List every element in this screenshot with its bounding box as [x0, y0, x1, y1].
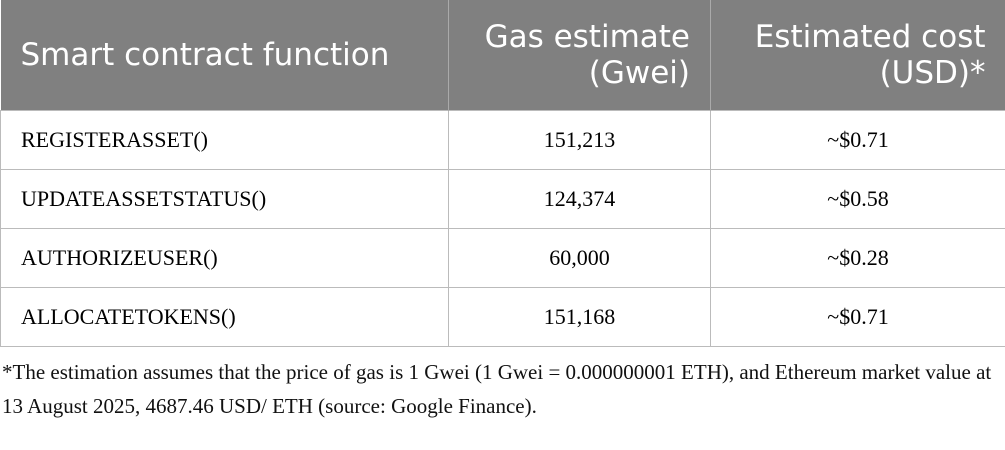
table-row: UPDATEASSETSTATUS() 124,374 ~$0.58 [0, 169, 1005, 229]
table-row: ALLOCATETOKENS() 151,168 ~$0.71 [0, 287, 1005, 347]
table-cell: ~$0.71 [710, 287, 1005, 347]
table-row: REGISTERASSET() 151,213 ~$0.71 [0, 110, 1005, 170]
table-cell: ~$0.28 [710, 228, 1005, 288]
table-cell: ~$0.71 [710, 110, 1005, 170]
table-cell: REGISTERASSET() [0, 110, 449, 170]
table-cell: 151,213 [448, 110, 711, 170]
header-cell: Estimated cost (USD)* [710, 0, 1005, 111]
footnote: *The estimation assumes that the price o… [2, 360, 992, 418]
table-cell: 60,000 [448, 228, 711, 288]
header-cell: Gas estimate (Gwei) [448, 0, 711, 111]
table-cell: 151,168 [448, 287, 711, 347]
header-row: Smart contract function Gas estimate (Gw… [0, 0, 1005, 111]
table-cell: 124,374 [448, 169, 711, 229]
gas-table: Smart contract function Gas estimate (Gw… [0, 0, 1005, 347]
table-cell: AUTHORIZEUSER() [0, 228, 449, 288]
table-cell: UPDATEASSETSTATUS() [0, 169, 449, 229]
table-cell: ALLOCATETOKENS() [0, 287, 449, 347]
table-cell: ~$0.58 [710, 169, 1005, 229]
table-row: AUTHORIZEUSER() 60,000 ~$0.28 [0, 228, 1005, 288]
header-cell: Smart contract function [0, 0, 449, 111]
